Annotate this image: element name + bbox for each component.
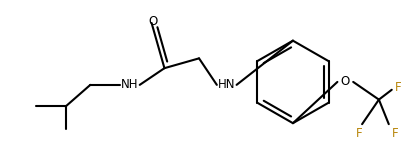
Text: F: F bbox=[356, 127, 362, 140]
Text: F: F bbox=[395, 81, 401, 94]
Text: O: O bbox=[341, 75, 350, 88]
Text: O: O bbox=[148, 15, 157, 28]
Text: NH: NH bbox=[121, 78, 139, 91]
Text: F: F bbox=[392, 127, 398, 140]
Text: HN: HN bbox=[218, 78, 236, 91]
